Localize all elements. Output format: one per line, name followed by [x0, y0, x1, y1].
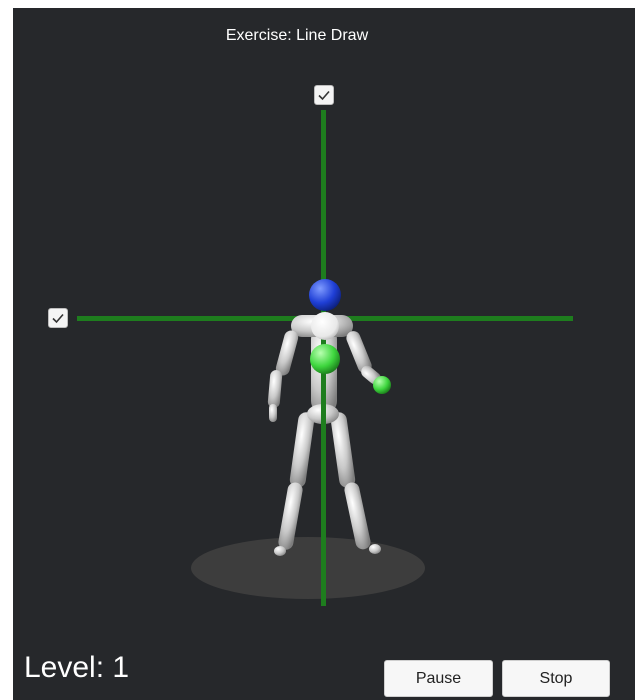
head-marker — [309, 279, 341, 311]
hand-marker — [373, 376, 391, 394]
horizontal-line-checkbox[interactable] — [48, 308, 68, 328]
pause-button[interactable]: Pause — [384, 660, 493, 697]
avatar-legs — [274, 412, 381, 556]
avatar-arms — [267, 330, 381, 422]
avatar-scene — [77, 110, 573, 606]
exercise-viewport: Exercise: Line Draw — [13, 8, 635, 700]
check-icon — [52, 313, 64, 324]
neck-marker — [311, 312, 339, 340]
exercise-title: Exercise: Line Draw — [225, 27, 369, 44]
level-indicator: Level: 1 — [24, 651, 130, 684]
floor-shadow — [191, 537, 425, 599]
chest-marker — [310, 344, 340, 374]
check-icon — [318, 90, 330, 101]
vertical-line-checkbox[interactable] — [314, 85, 334, 105]
stop-button[interactable]: Stop — [502, 660, 610, 697]
